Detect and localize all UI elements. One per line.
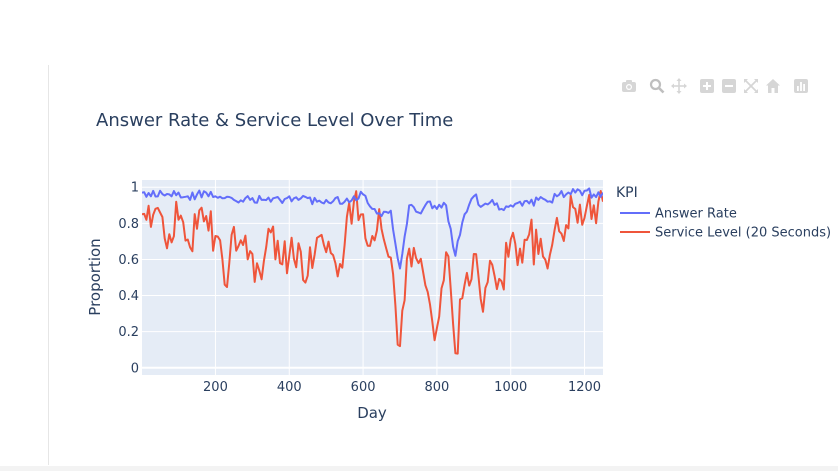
legend-label-service-level: Service Level (20 Seconds) [655, 226, 831, 241]
legend-item-answer-rate[interactable]: Answer Rate [620, 207, 737, 222]
x-tick-label: 200 [203, 380, 228, 395]
modebar-toolbar [618, 76, 812, 96]
x-axis-ticks: 200 400 600 800 1000 1200 [203, 380, 601, 395]
x-axis-label: Day [357, 404, 387, 422]
legend-item-service-level[interactable]: Service Level (20 Seconds) [620, 226, 831, 241]
x-tick-label: 800 [424, 380, 449, 395]
series-group [142, 187, 603, 355]
pan-icon[interactable] [668, 76, 690, 96]
plot-area[interactable] [142, 180, 603, 375]
x-tick-label: 1000 [494, 380, 527, 395]
legend-title: KPI [616, 185, 638, 201]
page-left-divider [48, 65, 49, 465]
y-tick-label: 0.8 [118, 217, 139, 232]
zoom-out-icon[interactable] [718, 76, 740, 96]
x-tick-label: 600 [351, 380, 376, 395]
series-line-answer-rate[interactable] [142, 187, 603, 270]
camera-icon[interactable] [618, 76, 640, 96]
y-axis-ticks: 0 0.2 0.4 0.6 0.8 1 [118, 181, 139, 377]
chart-title: Answer Rate & Service Level Over Time [96, 110, 453, 131]
y-tick-label: 0.4 [118, 289, 139, 304]
y-tick-label: 0 [131, 361, 139, 376]
legend: KPI Answer Rate Service Level (20 Second… [616, 185, 831, 241]
zoom-in-icon[interactable] [696, 76, 718, 96]
grid-lines [142, 180, 603, 375]
legend-label-answer-rate: Answer Rate [655, 207, 737, 222]
reset-axes-icon[interactable] [762, 76, 784, 96]
y-tick-label: 0.2 [118, 325, 139, 340]
page-bottom-strip [0, 466, 838, 471]
y-tick-label: 0.6 [118, 253, 139, 268]
y-axis-label: Proportion [86, 238, 104, 315]
series-line-service-level[interactable] [142, 190, 603, 355]
autoscale-icon[interactable] [740, 76, 762, 96]
x-tick-label: 1200 [568, 380, 601, 395]
y-tick-label: 1 [131, 181, 139, 196]
x-tick-label: 400 [277, 380, 302, 395]
zoom-icon[interactable] [646, 76, 668, 96]
spike-lines-icon[interactable] [790, 76, 812, 96]
